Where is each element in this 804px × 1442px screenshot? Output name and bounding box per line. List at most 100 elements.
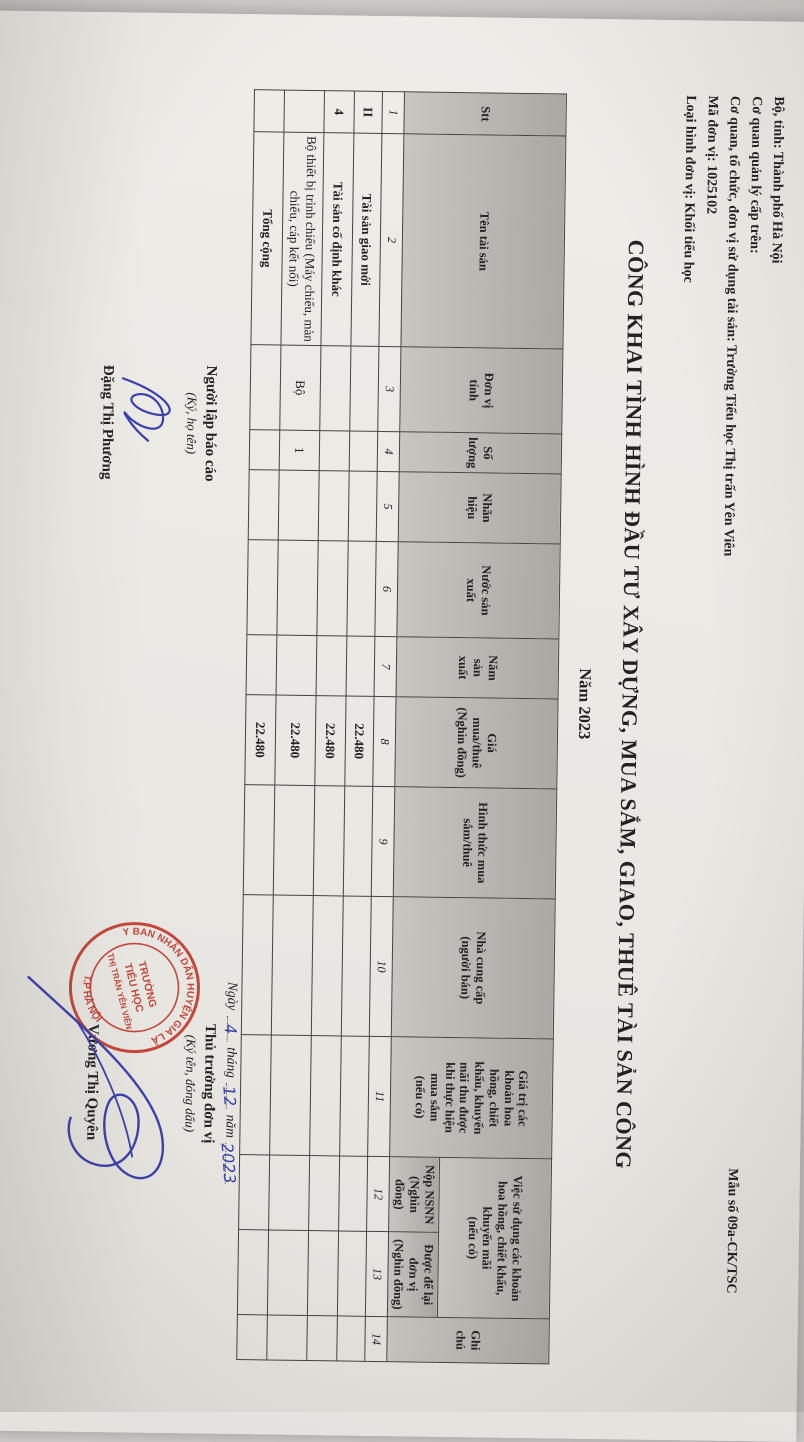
table-cell: II: [353, 91, 383, 134]
column-number: 11: [367, 1036, 392, 1157]
handwritten-day: 4: [220, 1022, 241, 1035]
col-header-nam-san-xuat: Năm sản xuất: [396, 636, 559, 699]
col-header-so-luong: Số lượng: [399, 431, 562, 474]
table-cell: [246, 634, 277, 696]
table-cell: [238, 1154, 270, 1230]
page-subtitle: Năm 2023: [574, 668, 595, 740]
column-number: 4: [377, 431, 400, 472]
column-number: 14: [364, 1316, 388, 1362]
column-number: 8: [372, 696, 397, 787]
col-header-nuoc-san-xuat: Nước sản xuất: [396, 541, 561, 639]
table-cell: Bộ thiết bị trình chiếu (Máy chiếu, màn …: [280, 132, 324, 346]
page-title: CÔNG KHAI TÌNH HÌNH ĐẦU TƯ XÂY DỰNG, MUA…: [610, 239, 649, 1170]
table-cell: [276, 540, 319, 636]
table-cell: [319, 345, 351, 432]
col-header-nha-cung-cap: Nhà cung cấp (người bán): [391, 896, 556, 1039]
table-cell: [343, 785, 373, 897]
table-cell: [246, 539, 279, 636]
col-group-viec-su-dung: Việc sử dụng các khoản hoa hồng, chiết k…: [437, 1157, 552, 1319]
date-year-dots: 2023: [217, 1142, 240, 1185]
table-cell: [248, 469, 280, 541]
table-cell: [349, 346, 379, 432]
date-prefix: Ngày: [225, 981, 241, 1011]
table-cell: [311, 895, 344, 1036]
table-cell: [309, 1035, 342, 1156]
table-cell: [237, 1229, 269, 1315]
table-cell: [239, 1034, 272, 1155]
table-cell: [346, 636, 375, 697]
table-cell: [243, 784, 275, 896]
head-signature-ink: [27, 975, 165, 1180]
col-header-nhan-hieu: Nhãn hiệu: [398, 471, 562, 544]
table-cell: [276, 635, 317, 696]
table-cell: [318, 470, 350, 542]
handwritten-year: 2023: [217, 1142, 240, 1185]
table-cell: Bộ: [279, 345, 321, 431]
preparer-signature-ink: [121, 377, 171, 442]
column-number: 3: [377, 346, 401, 432]
column-number: 6: [374, 541, 399, 637]
col-header-stt: Stt: [403, 91, 567, 137]
table-cell: [349, 431, 378, 472]
table-cell: [278, 470, 320, 541]
column-number: 9: [371, 786, 395, 897]
red-official-stamp: ỦY BAN NHÂN DÂN HUYỆN GIA LÂM T.P HÀ NỘI…: [68, 903, 219, 1054]
table-cell: [316, 540, 349, 637]
table-cell: [308, 1155, 340, 1231]
table-cell: [339, 1035, 370, 1157]
table-cell: Tài sản cố định khác: [320, 132, 354, 347]
table-cell: [249, 429, 280, 471]
table-cell: [341, 895, 372, 1037]
table-cell: [267, 1229, 309, 1316]
table-cell: [268, 1154, 310, 1231]
table-cell: 1: [279, 430, 320, 471]
table-cell: [337, 1230, 367, 1317]
table-cell: Tổng cộng: [250, 131, 284, 346]
column-number: 13: [365, 1231, 389, 1317]
table-cell: [273, 785, 315, 896]
table-cell: 22.480: [314, 695, 347, 786]
col-header-gia-mua-thue: Giá mua/thuê (Nghìn đồng): [394, 696, 559, 789]
preparer-role: Người lập báo cáo: [201, 365, 220, 482]
column-number: 5: [376, 471, 400, 542]
column-number: 2: [378, 133, 404, 347]
handwritten-month: 12: [219, 1085, 240, 1108]
col-header-nop-nsnn: Nộp NSNN (Nghìn đồng): [388, 1156, 440, 1233]
table-cell: [313, 785, 345, 896]
table-cell: [338, 1155, 368, 1232]
column-number: 7: [374, 636, 397, 697]
table-cell: [249, 344, 281, 431]
table-cell: [236, 1314, 268, 1360]
table-cell: [269, 1034, 312, 1156]
assets-table: Stt Tên tài sản Đơn vị tính Số lượng Nhã…: [236, 89, 567, 1364]
form-code: Mẫu số 09a-CK/TSC: [723, 1168, 740, 1294]
table-cell: [348, 471, 378, 542]
table-cell: [307, 1230, 339, 1316]
table-cell: [253, 89, 285, 133]
table-cell: Tài sản giao mới: [350, 133, 382, 347]
table-cell: 22.480: [344, 696, 375, 787]
column-number: 10: [369, 896, 394, 1037]
table-cell: [306, 1315, 338, 1361]
col-header-hinh-thuc-mua: Hình thức mua sắm/thuê: [393, 786, 557, 899]
document-page: Bộ, tỉnh: Thành phố Hà Nội Cơ quan quản …: [0, 10, 804, 1442]
date-year-label: năm: [223, 1114, 239, 1138]
col-header-gia-tri-hoa-hong: Giá trị các khoản hoa hồng, chiết khấu, …: [389, 1036, 554, 1159]
table-cell: [319, 430, 350, 472]
col-header-don-vi-tinh: Đơn vị tính: [399, 346, 563, 434]
table-cell: [241, 894, 274, 1035]
date-month-dots: 12: [219, 1083, 240, 1110]
col-header-ten-tai-san: Tên tài sản: [400, 133, 566, 349]
col-header-ghi-chu: Ghi chú: [386, 1316, 550, 1364]
date-month-label: tháng: [224, 1047, 240, 1079]
column-number: 12: [366, 1156, 390, 1232]
table-cell: [271, 895, 314, 1036]
table-cell: [266, 1314, 308, 1361]
column-number: 1: [381, 91, 405, 134]
table-cell: [336, 1315, 366, 1362]
issuer-header-block: Bộ, tỉnh: Thành phố Hà Nội Cơ quan quản …: [673, 95, 789, 557]
date-day-dots: 4: [220, 1015, 241, 1042]
table-cell: 22.480: [244, 694, 277, 786]
table-cell: [316, 635, 347, 697]
